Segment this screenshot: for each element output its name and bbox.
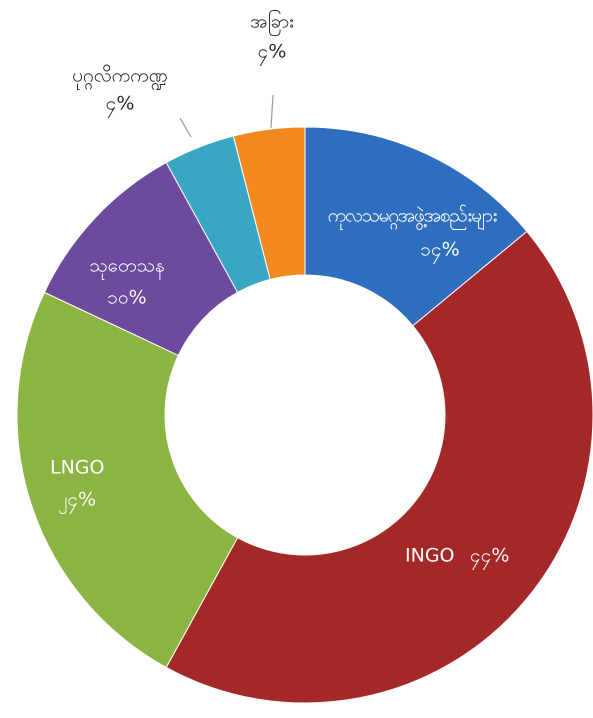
leader-line — [270, 94, 274, 129]
slice-label: အခြား — [250, 9, 294, 37]
value-label: ၁၄% — [420, 239, 459, 265]
slice-label: ကုလသမဂ္ဂအဖွဲ့အစည်းများ — [328, 204, 498, 231]
leader-line — [179, 117, 192, 138]
value-label: ၄% — [106, 93, 135, 119]
donut-slice — [16, 291, 239, 669]
value-label: ၂၄% — [58, 489, 96, 515]
donut-slice — [304, 126, 528, 327]
slice-label: သုတေသန — [89, 255, 164, 281]
slice-label: INGO — [405, 545, 455, 567]
donut-slice — [232, 126, 306, 281]
value-label: ၁၀% — [107, 287, 146, 309]
slice-label: LNGO — [50, 457, 104, 479]
value-label: ၄၄% — [470, 545, 509, 571]
slice-label: ပုဂ္ဂလိကကဏ္ဍ — [72, 64, 168, 91]
value-label: ၄% — [258, 41, 287, 67]
donut-slice — [165, 230, 593, 704]
